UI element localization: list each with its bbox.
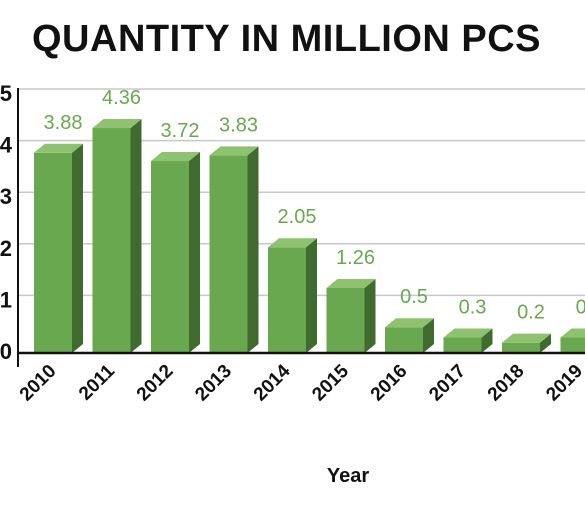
bar-top — [443, 328, 493, 338]
bar-front — [268, 247, 306, 353]
bar-side — [481, 328, 493, 353]
bar-side — [130, 119, 142, 353]
data-label: 3.88 — [44, 112, 83, 134]
bar-front — [326, 287, 365, 353]
bar-side — [364, 278, 376, 353]
bar-top — [268, 238, 317, 248]
bar — [209, 146, 259, 353]
bar-top — [151, 152, 200, 162]
bar-front — [92, 128, 131, 353]
bars — [34, 119, 585, 353]
y-tick-label: 2 — [0, 236, 12, 261]
data-label: 1.26 — [336, 247, 375, 269]
bar-side — [423, 318, 434, 353]
bar — [560, 328, 585, 353]
data-label: 0.3 — [459, 297, 487, 319]
bar-top — [560, 328, 585, 338]
x-tick-label: 2019 — [542, 361, 585, 406]
x-tick-label: 2015 — [308, 360, 353, 405]
bar-front — [209, 155, 248, 353]
bar-front — [502, 342, 540, 353]
bar — [326, 278, 376, 353]
y-tick-label: 5 — [0, 81, 12, 106]
bar-front — [560, 337, 585, 353]
data-label: 0.2 — [517, 302, 545, 324]
bar — [385, 318, 434, 353]
bar-top — [326, 278, 376, 288]
bar — [443, 328, 493, 353]
bar-side — [189, 152, 200, 353]
bar — [268, 238, 317, 353]
x-tick-label: 2013 — [191, 361, 236, 406]
bar-front — [443, 337, 482, 353]
bar-top — [92, 119, 142, 129]
x-axis-title: Year — [327, 465, 369, 487]
bar — [92, 119, 142, 353]
bar-side — [72, 143, 83, 353]
x-tick-label: 2011 — [75, 360, 119, 404]
x-tick-label: 2010 — [16, 361, 61, 406]
bar-side — [306, 238, 317, 353]
y-tick-label: 3 — [0, 184, 12, 209]
data-label: 0.5 — [400, 286, 428, 308]
bar-front — [385, 327, 423, 353]
data-label: 0.3 — [576, 297, 585, 319]
data-labels: 3.88 4.36 3.72 3.83 2.05 1.26 0.5 0.3 0.2 0.3 — [44, 87, 585, 324]
bar — [34, 143, 83, 353]
bar-side — [247, 146, 259, 353]
x-tick-label: 2016 — [367, 361, 412, 406]
bar-top — [502, 333, 551, 343]
data-label: 4.36 — [102, 87, 141, 109]
bar-top — [385, 318, 434, 328]
bar — [502, 333, 551, 353]
x-axis: 2010 2011 2012 2013 2014 2015 2016 2017 2018 2019 — [16, 351, 585, 406]
x-tick-label: 2012 — [133, 361, 178, 406]
bar — [151, 152, 200, 353]
bar-side — [540, 333, 551, 353]
y-axis: 0 1 2 3 4 5 — [0, 81, 19, 367]
y-tick-label: 4 — [0, 133, 13, 158]
y-tick-label: 0 — [0, 339, 12, 364]
x-tick-label: 2017 — [425, 361, 470, 406]
data-label: 2.05 — [278, 206, 317, 228]
bar-front — [151, 161, 189, 353]
bar-top — [209, 146, 259, 156]
y-tick-label: 1 — [0, 287, 12, 312]
bar-front — [34, 152, 72, 353]
bar-top — [34, 143, 83, 153]
x-tick-label: 2018 — [484, 361, 529, 406]
data-label: 3.72 — [161, 120, 200, 142]
x-tick-label: 2014 — [250, 360, 295, 405]
chart-title: QUANTITY IN MILLION PCS — [32, 18, 542, 60]
data-label: 3.83 — [219, 114, 258, 136]
